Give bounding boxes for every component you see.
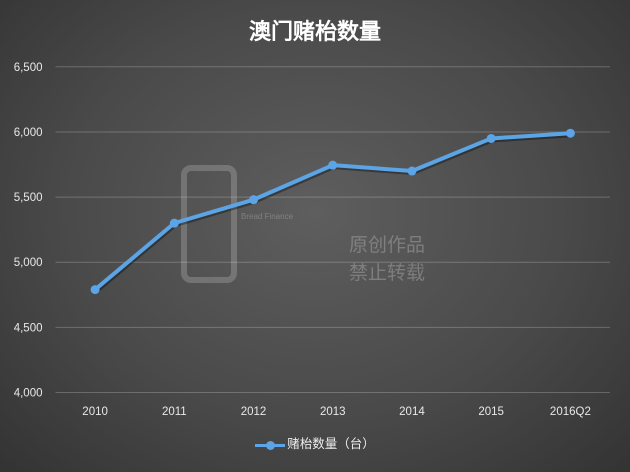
y-tick-label: 4,500 (14, 322, 43, 334)
watermark-line1: 原创作品 (349, 234, 426, 256)
data-point (249, 195, 259, 205)
watermark-line2: 禁止转载 (349, 262, 426, 284)
chart-title: 澳门赌枱数量 (248, 20, 381, 45)
x-tick-label: 2014 (399, 406, 425, 418)
series-line-shadow (94, 133, 572, 294)
data-point (486, 133, 496, 143)
series-line (93, 131, 571, 292)
data-point (169, 218, 179, 228)
y-tick-label: 6,000 (14, 127, 43, 139)
y-tick-label: 6,500 (14, 62, 43, 74)
x-tick-label: 2011 (162, 406, 187, 418)
watermark-logo (181, 165, 237, 283)
data-point (565, 128, 575, 138)
y-tick-label: 5,000 (14, 257, 43, 269)
x-tick-label: 2015 (478, 406, 504, 418)
y-tick-label: 4,000 (14, 388, 43, 400)
y-tick-label: 5,500 (14, 192, 43, 204)
watermark-brand-en: Bread Finance (241, 212, 294, 221)
data-point (407, 166, 417, 176)
legend-marker-icon (255, 438, 286, 452)
data-point (90, 285, 100, 295)
legend: 赌枱数量（台） (0, 433, 630, 452)
legend-label: 赌枱数量（台） (287, 436, 375, 451)
data-point (328, 160, 338, 170)
x-tick-label: 2016Q2 (550, 406, 591, 418)
x-tick-label: 2012 (241, 406, 267, 418)
x-tick-label: 2010 (82, 406, 108, 418)
x-tick-label: 2013 (320, 406, 346, 418)
